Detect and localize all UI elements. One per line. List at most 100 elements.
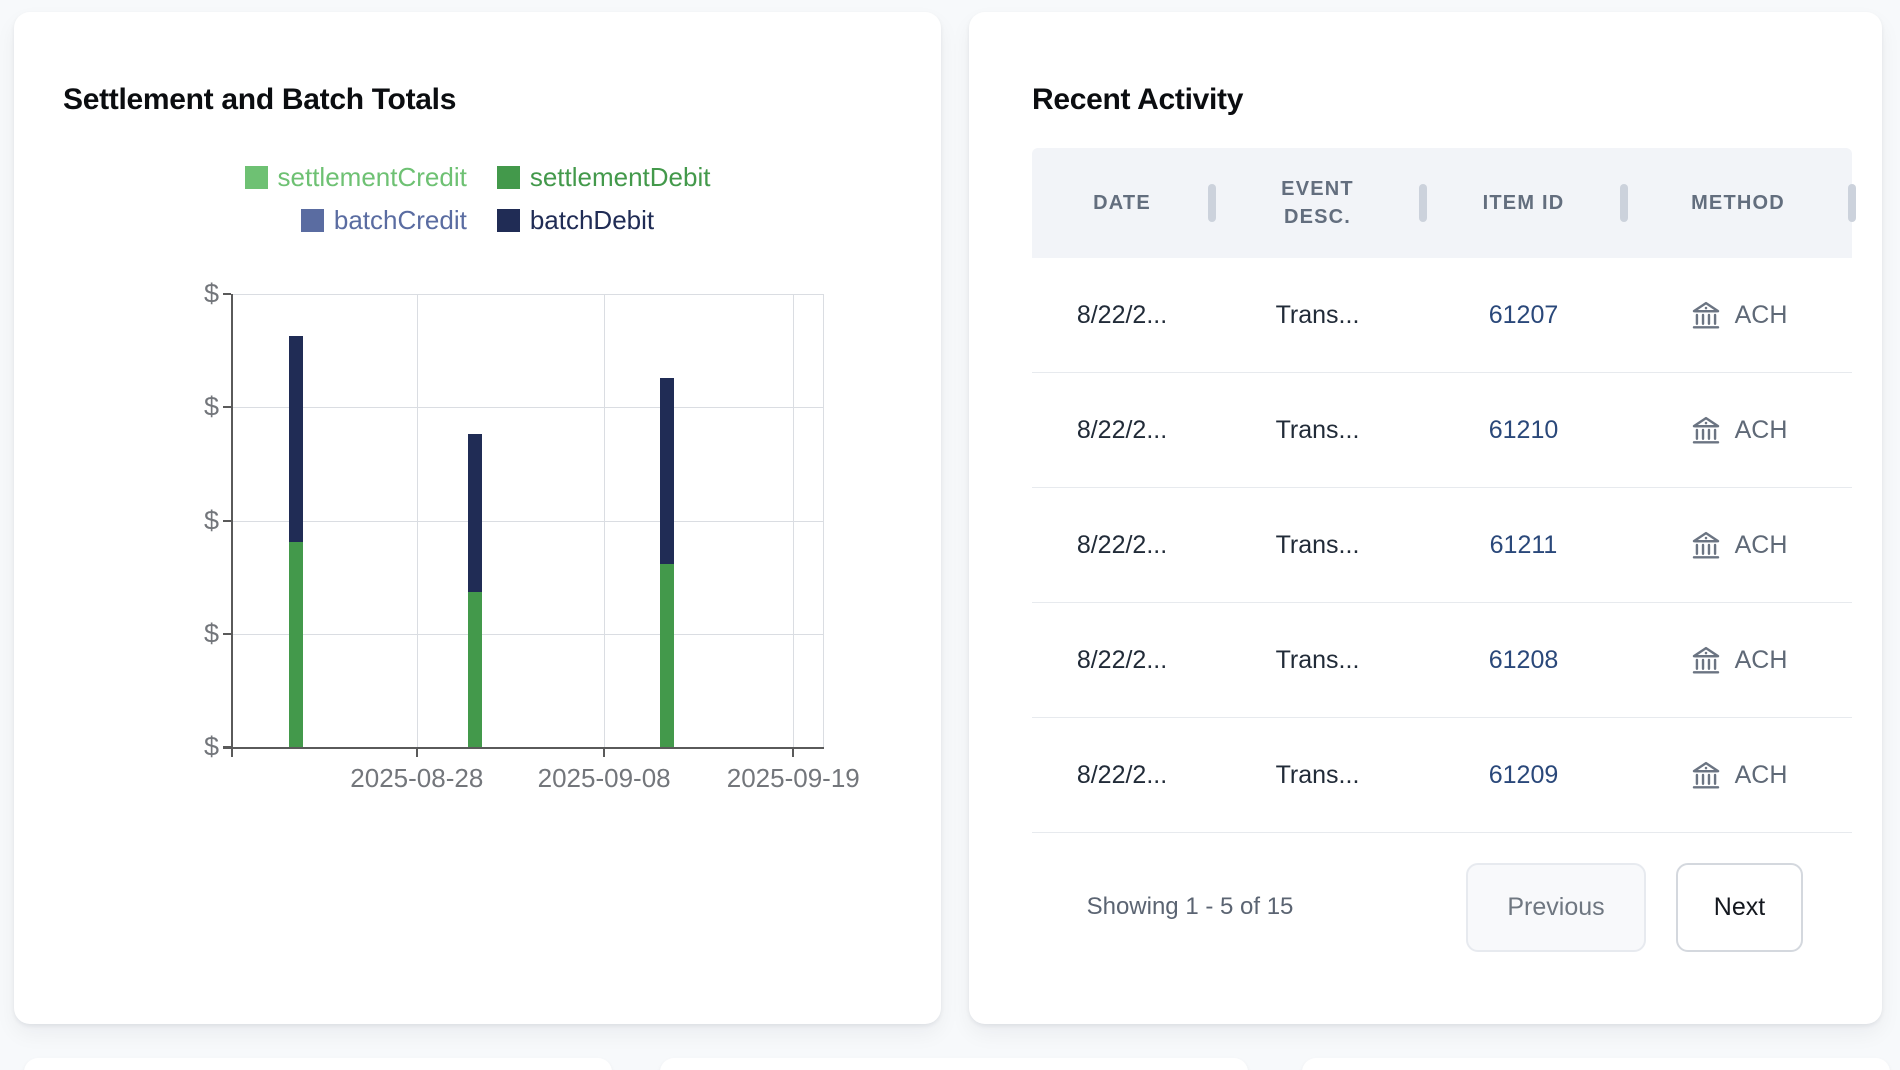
legend-swatch-icon (300, 209, 324, 232)
gridline (233, 633, 824, 635)
bottom-card-3 (1302, 1058, 1890, 1070)
previous-button[interactable]: Previous (1466, 862, 1646, 952)
cell-item-id: 61211 (1423, 488, 1624, 602)
column-header-method: METHOD (1624, 148, 1856, 258)
legend-item-label: settlementDebit (529, 162, 711, 192)
cell-item-id: 61208 (1423, 603, 1624, 717)
legend-item-label: settlementCredit (277, 162, 467, 192)
x-axis-label: 2025-09-08 (537, 763, 671, 793)
item-id-link[interactable]: 61209 (1488, 760, 1559, 789)
table-row: 8/22/2... Trans... 61211 ACH (1032, 488, 1852, 603)
table-footer: Showing 1 - 5 of 15 Previous Next (1032, 852, 1852, 962)
column-header-event-desc: EVENT DESC. (1212, 148, 1427, 258)
cell-item-id: 61210 (1423, 373, 1624, 487)
bank-icon (1692, 301, 1719, 329)
cell-method: ACH (1624, 488, 1852, 602)
legend-swatch-icon (496, 166, 520, 189)
legend-item-batchDebit[interactable]: batchDebit (496, 205, 654, 236)
cell-method: ACH (1624, 603, 1852, 717)
column-header-label: DATE (1093, 192, 1151, 214)
cell-item-id: 61209 (1423, 718, 1624, 832)
legend-item-settlementCredit[interactable]: settlementCredit (244, 162, 467, 193)
method-label: ACH (1734, 645, 1788, 674)
table-row: 8/22/2... Trans... 61207 ACH (1032, 258, 1852, 373)
bottom-card-2 (660, 1058, 1248, 1070)
x-tick-mark (792, 749, 795, 757)
y-tick-mark (223, 293, 231, 295)
gridline (793, 294, 795, 747)
cell-date: 8/22/2... (1076, 760, 1168, 789)
cell-event-desc: Trans... (1275, 300, 1360, 329)
bank-icon (1692, 531, 1719, 559)
pagination-controls: Previous Next (1466, 862, 1803, 952)
recent-activity-title: Recent Activity (1032, 82, 1244, 116)
cell-date: 8/22/2... (1076, 530, 1168, 559)
legend-row: settlementCredit settlementDebit (244, 162, 711, 193)
column-resize-handle[interactable] (1848, 184, 1856, 222)
legend-item-batchCredit[interactable]: batchCredit (300, 205, 467, 236)
y-tick-mark (223, 406, 231, 409)
stacked-bar (467, 434, 482, 747)
legend-item-label: batchCredit (333, 205, 467, 235)
plot-right-border (823, 294, 824, 747)
legend-swatch-icon (244, 166, 268, 189)
table-row: 8/22/2... Trans... 61208 ACH (1032, 603, 1852, 718)
table-row: 8/22/2... Trans... 61209 ACH (1032, 718, 1852, 833)
y-axis-label: $ (203, 278, 219, 309)
settlement-card-title: Settlement and Batch Totals (63, 82, 457, 116)
x-axis-label: 2025-08-28 (350, 763, 484, 793)
y-tick-mark (223, 632, 231, 635)
cell-event-desc: Trans... (1275, 530, 1360, 559)
stacked-bar (289, 335, 304, 747)
cell-event-desc: Trans... (1275, 415, 1360, 444)
item-id-link[interactable]: 61207 (1488, 300, 1559, 329)
item-id-link[interactable]: 61211 (1489, 530, 1558, 559)
bar-segment-batchDebit (659, 377, 674, 564)
cell-date: 8/22/2... (1076, 300, 1168, 329)
column-resize-handle[interactable] (1419, 184, 1427, 222)
table-header-row: DATE EVENT DESC. ITEM ID METHOD (1032, 148, 1856, 258)
gridline (233, 294, 824, 295)
x-tick-mark (603, 749, 606, 757)
gridline (416, 294, 418, 747)
cell-event-desc: Trans... (1275, 645, 1360, 674)
bar-segment-settlementDebit (467, 591, 482, 747)
settlement-chart: $ $ $ $ $2025-08-28 2025-09-08 2025-09-19 (14, 12, 941, 1024)
chart-plot-area: $ $ $ $ $2025-08-28 2025-09-08 2025-09-19 (204, 279, 860, 794)
column-resize-handle[interactable] (1620, 184, 1628, 222)
x-tick-mark (415, 749, 418, 757)
stacked-bar (659, 377, 674, 747)
cell-method: ACH (1624, 718, 1852, 832)
gridline (233, 407, 824, 409)
bar-segment-settlementDebit (289, 542, 304, 747)
legend-row: batchCredit batchDebit (300, 205, 654, 236)
legend-item-settlementDebit[interactable]: settlementDebit (496, 162, 711, 193)
x-axis-line (223, 747, 824, 749)
y-axis-line (231, 294, 233, 747)
cell-event-desc: Trans... (1275, 760, 1360, 789)
bar-segment-settlementDebit (659, 563, 674, 747)
item-id-link[interactable]: 61210 (1488, 415, 1559, 444)
column-resize-handle[interactable] (1208, 184, 1216, 222)
bank-icon (1692, 646, 1719, 674)
settlement-card: Settlement and Batch Totals settlementCr… (14, 12, 941, 1024)
column-header-label: METHOD (1691, 192, 1785, 214)
x-axis-label: 2025-09-19 (726, 763, 860, 793)
next-button[interactable]: Next (1676, 862, 1803, 952)
bar-segment-batchDebit (467, 434, 482, 592)
method-label: ACH (1734, 415, 1788, 444)
bottom-card-1 (24, 1058, 612, 1070)
gridline (233, 520, 824, 522)
cell-date: 8/22/2... (1076, 645, 1168, 674)
column-header-item-id: ITEM ID (1423, 148, 1628, 258)
y-tick-mark (223, 746, 231, 748)
bar-segment-batchDebit (289, 335, 304, 543)
recent-activity-table: DATE EVENT DESC. ITEM ID METHOD 8/22/2... Tr… (1032, 148, 1856, 833)
method-label: ACH (1734, 760, 1788, 789)
item-id-link[interactable]: 61208 (1488, 645, 1559, 674)
x-tick-mark (231, 749, 233, 757)
y-tick-mark (223, 519, 231, 522)
table-body: 8/22/2... Trans... 61207 ACH 8/22/2... Trans.… (1032, 258, 1852, 833)
table-row: 8/22/2... Trans... 61210 ACH (1032, 373, 1852, 488)
